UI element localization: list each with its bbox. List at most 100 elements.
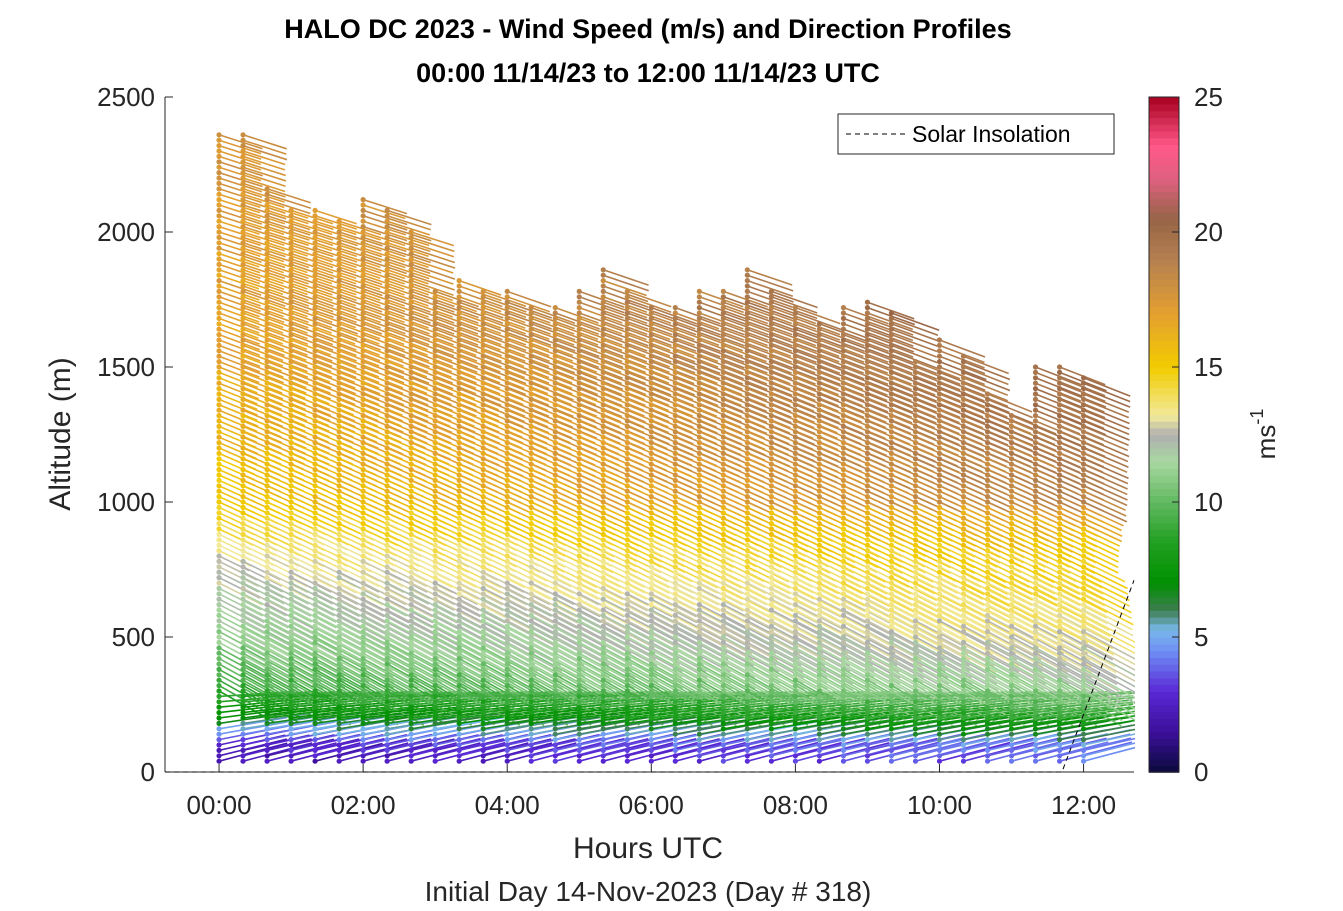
wind-point: [264, 699, 270, 705]
wind-barb: [338, 269, 383, 286]
wind-point: [264, 742, 270, 748]
wind-barb: [819, 566, 862, 589]
wind-point: [816, 575, 822, 581]
wind-barb: [747, 398, 792, 418]
wind-point: [624, 672, 630, 678]
wind-point: [720, 402, 726, 408]
wind-point: [696, 731, 702, 737]
y-tick-label: 2500: [97, 82, 155, 112]
wind-point: [480, 305, 486, 311]
wind-point: [768, 526, 774, 532]
wind-point: [744, 434, 750, 440]
wind-point: [456, 353, 462, 359]
wind-point: [408, 623, 414, 629]
wind-point: [456, 380, 462, 386]
wind-barb: [602, 339, 646, 357]
wind-barb: [314, 220, 357, 236]
wind-point: [288, 288, 294, 294]
wind-point: [648, 526, 654, 532]
wind-barb: [386, 328, 430, 346]
wind-barb: [458, 636, 512, 666]
wind-barb: [218, 220, 260, 235]
wind-barb: [410, 382, 451, 400]
wind-barb: [699, 366, 744, 385]
wind-point: [720, 369, 726, 375]
wind-point: [480, 558, 486, 565]
wind-point: [672, 504, 678, 510]
wind-barb: [699, 306, 746, 325]
wind-point: [240, 229, 246, 235]
wind-barb: [795, 641, 851, 673]
wind-point: [552, 639, 558, 646]
wind-barb: [554, 398, 598, 417]
wind-point: [792, 332, 798, 338]
wind-point: [768, 650, 774, 656]
wind-barb: [410, 242, 455, 258]
wind-point: [816, 407, 822, 413]
wind-point: [576, 526, 582, 532]
wind-point: [360, 558, 366, 565]
wind-point: [408, 666, 414, 673]
wind-barb: [242, 209, 286, 225]
wind-barb: [698, 636, 754, 667]
wind-point: [624, 386, 630, 392]
wind-point: [432, 688, 438, 694]
wind-point: [456, 310, 462, 316]
wind-barb: [626, 657, 683, 690]
wind-point: [384, 537, 390, 543]
wind-point: [384, 278, 390, 284]
wind-barb: [699, 398, 743, 418]
wind-point: [816, 450, 822, 456]
wind-point: [528, 369, 534, 375]
wind-point: [312, 656, 318, 662]
wind-point: [408, 369, 414, 375]
wind-barb: [578, 404, 622, 423]
wind-point: [312, 272, 318, 278]
wind-point: [696, 380, 702, 386]
wind-barb: [434, 647, 491, 679]
wind-point: [624, 629, 630, 635]
wind-point: [528, 548, 534, 554]
wind-point: [408, 429, 414, 435]
wind-point: [408, 494, 414, 500]
wind-barb: [434, 566, 477, 588]
wind-barb: [218, 333, 260, 351]
wind-point: [264, 558, 270, 565]
wind-point: [720, 288, 726, 294]
wind-barb: [506, 355, 550, 374]
wind-point: [480, 321, 486, 327]
wind-point: [840, 683, 847, 689]
wind-point: [528, 467, 534, 473]
wind-barb: [698, 630, 754, 661]
wind-barb: [795, 560, 836, 582]
wind-point: [480, 386, 486, 392]
wind-point: [432, 677, 438, 683]
wind-barb: [722, 690, 786, 727]
wind-point: [768, 472, 774, 478]
wind-barb: [338, 355, 380, 373]
wind-barb: [627, 741, 698, 762]
wind-point: [648, 456, 654, 462]
wind-barb: [386, 560, 427, 582]
wind-point: [264, 294, 270, 300]
wind-barb: [627, 414, 669, 434]
wind-point: [336, 612, 342, 619]
wind-barb: [819, 333, 865, 353]
wind-point: [456, 726, 462, 732]
wind-point: [408, 731, 414, 737]
wind-point: [696, 369, 702, 375]
wind-barb: [266, 377, 307, 394]
wind-barb: [290, 652, 345, 683]
wind-barb: [290, 742, 361, 762]
wind-point: [456, 645, 462, 651]
wind-point: [360, 391, 366, 397]
wind-point: [480, 737, 486, 743]
wind-point: [312, 294, 318, 300]
plot-area: [164, 97, 1134, 773]
wind-point: [336, 445, 342, 451]
wind-barb: [795, 312, 842, 331]
wind-point: [312, 315, 318, 321]
wind-point: [744, 558, 750, 565]
wind-point: [672, 758, 678, 764]
wind-point: [264, 326, 270, 332]
